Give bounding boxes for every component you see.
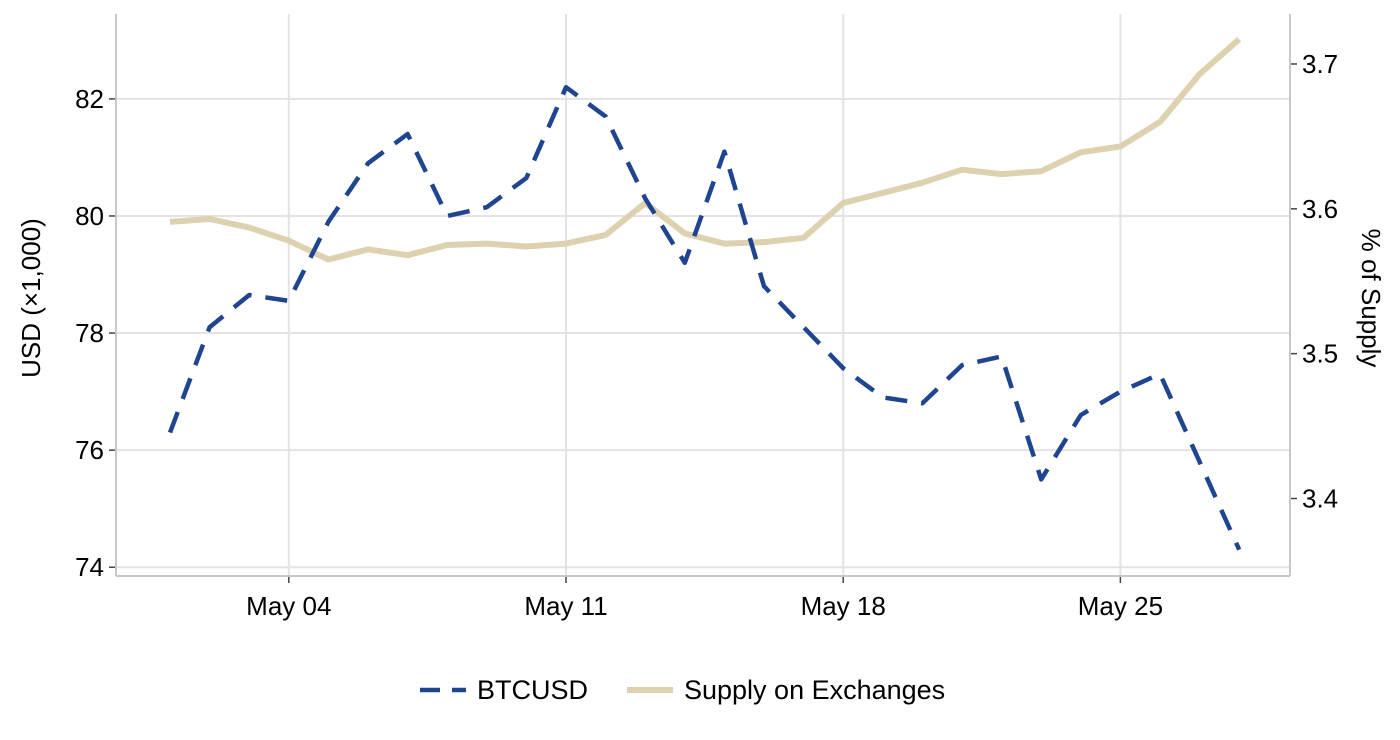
axes	[109, 14, 1297, 583]
legend: BTCUSD Supply on Exchanges	[420, 675, 945, 705]
y-left-tick-label: 74	[75, 552, 104, 582]
y-right-tick-label: 3.4	[1302, 484, 1338, 514]
tick-labels: May 04 May 11 May 18 May 25 74 76 78 80 82 3.4 3.5…	[75, 49, 1338, 621]
x-tick-label: May 11	[524, 591, 607, 621]
y-left-tick-label: 80	[75, 201, 104, 231]
series-line-btcusd	[167, 84, 1242, 551]
y-left-tick-label: 78	[75, 318, 104, 348]
x-tick-label: May 18	[801, 591, 886, 621]
legend-label-supply-on-exchanges: Supply on Exchanges	[684, 675, 945, 705]
series-line-supply-on-exchanges	[169, 37, 1242, 263]
x-tick-label: May 04	[246, 591, 331, 621]
y-right-tick-label: 3.7	[1302, 49, 1338, 79]
y-left-tick-label: 76	[75, 435, 104, 465]
x-tick-label: May 25	[1078, 591, 1163, 621]
grid	[116, 14, 1290, 576]
legend-label-btcusd: BTCUSD	[477, 675, 588, 705]
y-left-axis-title: USD (×1,000)	[16, 218, 46, 378]
y-right-axis-title: % of Supply	[1356, 229, 1386, 368]
y-right-tick-label: 3.5	[1302, 339, 1338, 369]
series-group	[167, 37, 1242, 551]
y-left-tick-label: 82	[75, 84, 104, 114]
y-right-tick-label: 3.6	[1302, 194, 1338, 224]
